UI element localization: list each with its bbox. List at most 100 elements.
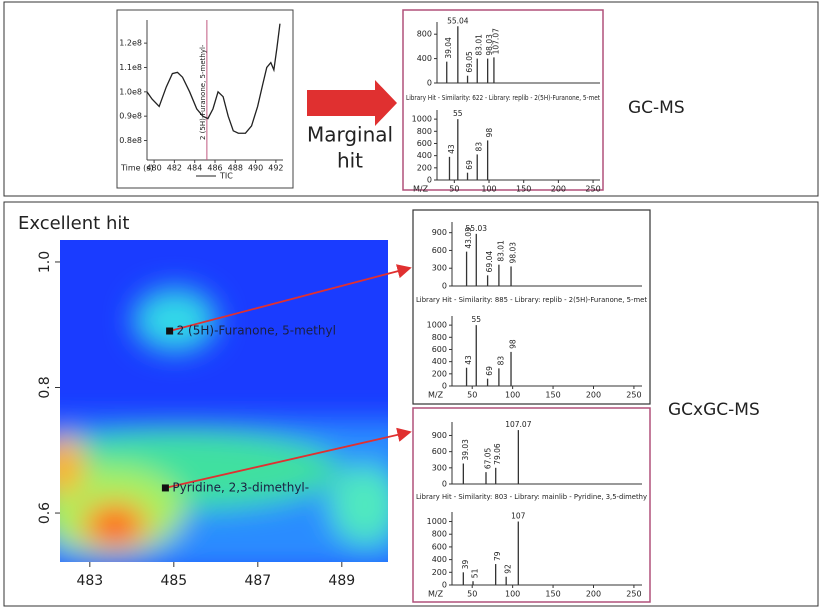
x-axis-label: M/Z [428, 391, 444, 400]
y-tick-label: 0.9e8 [119, 112, 142, 121]
y-tick-label: 200 [432, 568, 447, 577]
y-tick-label: 0.8e8 [119, 136, 142, 145]
peak-label: 107.07 [505, 420, 531, 429]
x-tick-label: 486 [207, 164, 222, 173]
y-tick-label: 900 [432, 228, 447, 237]
x-axis-label: Time (s) [120, 164, 154, 173]
y-tick-label: 1.1e8 [119, 63, 142, 72]
panel-title: Excellent hit [18, 213, 129, 234]
y-tick-label: 1.0e8 [119, 87, 142, 96]
x-tick-label: 250 [626, 590, 641, 599]
heatmap [60, 240, 388, 562]
x-tick-label: 480 [146, 164, 161, 173]
peak-label: 39.04 [444, 37, 453, 59]
peak-label: 79 [493, 551, 502, 561]
y-tick-label: 600 [417, 139, 432, 148]
peak-label: 69.05 [465, 51, 474, 73]
x-axis-label: M/Z [413, 185, 429, 194]
peak-label: 69 [465, 160, 474, 170]
y-tick-label: 200 [432, 369, 447, 378]
arrow [307, 80, 397, 126]
x-tick-label: 50 [467, 590, 477, 599]
y-tick-label: 300 [432, 463, 447, 472]
y-tick-label: 400 [432, 357, 447, 366]
x-tick-label: 150 [545, 590, 560, 599]
x-tick-label: 484 [187, 164, 202, 173]
peak-label: 98.03 [485, 34, 494, 56]
x-tick-label: 200 [586, 391, 601, 400]
peak-label: 51 [471, 568, 480, 578]
peak-label: 55.04 [447, 16, 469, 25]
y-tick-label: 600 [432, 246, 447, 255]
x-tick-label: 50 [467, 391, 477, 400]
peak-label: 107 [511, 512, 526, 521]
spectrum-box [412, 407, 651, 603]
line-series [146, 23, 281, 134]
y-tick-label: 0.8 [37, 376, 53, 398]
arrow-label: Marginal [307, 123, 393, 147]
peak-label: 69.04 [485, 251, 494, 273]
peak-label: 55 [471, 315, 481, 324]
marker-label: 2 (5H)-Furanone, 5-methyl- [199, 44, 207, 140]
tic-frame [116, 9, 294, 189]
peak-point-label: Pyridine, 2,3-dimethyl- [172, 480, 309, 494]
x-tick-label: 150 [516, 185, 531, 194]
x-tick-label: 200 [586, 590, 601, 599]
y-tick-label: 800 [432, 333, 447, 342]
y-tick-label: 1.0 [37, 251, 53, 273]
y-tick-label: 400 [417, 54, 432, 63]
peak-label: 43 [464, 355, 473, 365]
x-axis-label: M/Z [428, 590, 444, 599]
y-tick-label: 400 [432, 555, 447, 564]
y-tick-label: 300 [432, 264, 447, 273]
legend-label: TIC [219, 172, 233, 181]
y-tick-label: 800 [417, 127, 432, 136]
peak-label: 83.01 [475, 34, 484, 56]
x-tick-label: 250 [626, 391, 641, 400]
y-tick-label: 800 [432, 530, 447, 539]
y-tick-label: 0 [442, 382, 447, 391]
peak-label: 43 [447, 144, 456, 154]
arrow-label: hit [337, 149, 363, 173]
y-tick-label: 0.6 [37, 502, 53, 524]
y-tick-label: 0 [427, 176, 432, 185]
peak-label: 79.06 [493, 443, 502, 465]
peak-point [161, 484, 169, 492]
peak-label: 98.03 [509, 242, 518, 264]
y-tick-label: 600 [432, 345, 447, 354]
connector-arrow [169, 264, 412, 332]
peak-label: 98 [509, 339, 518, 349]
peak-label: 107.07 [491, 28, 500, 54]
y-tick-label: 600 [432, 542, 447, 551]
x-tick-label: 483 [76, 573, 103, 589]
x-tick-label: 489 [328, 573, 355, 589]
y-tick-label: 1000 [427, 321, 447, 330]
x-tick-label: 490 [248, 164, 263, 173]
x-tick-label: 100 [505, 590, 520, 599]
library-caption: Library Hit - Similarity: 885 - Library:… [416, 296, 647, 304]
y-tick-label: 200 [417, 163, 432, 172]
y-tick-label: 1.2e8 [119, 39, 142, 48]
peak-label: 39.03 [461, 439, 470, 461]
connector-arrow [165, 427, 412, 489]
y-tick-label: 0 [442, 581, 447, 590]
peak-point [166, 327, 174, 335]
x-tick-label: 200 [551, 185, 566, 194]
peak-label: 92 [504, 564, 513, 574]
spectrum-box [412, 209, 651, 405]
y-tick-label: 800 [417, 30, 432, 39]
spectrum-box [402, 9, 604, 191]
peak-label: 83.01 [496, 240, 505, 262]
bottom-panel [3, 201, 819, 607]
y-tick-label: 400 [417, 151, 432, 160]
x-tick-label: 482 [167, 164, 182, 173]
x-tick-label: 150 [545, 391, 560, 400]
peak-point-label: 2 (5H)-Furanone, 5-methyl [177, 324, 336, 338]
peak-label: 55 [453, 109, 463, 118]
peak-label: 69 [485, 366, 494, 376]
x-tick-label: 488 [228, 164, 243, 173]
peak-label: 55.03 [466, 224, 488, 233]
y-tick-label: 1000 [412, 115, 432, 124]
x-tick-label: 100 [481, 185, 496, 194]
